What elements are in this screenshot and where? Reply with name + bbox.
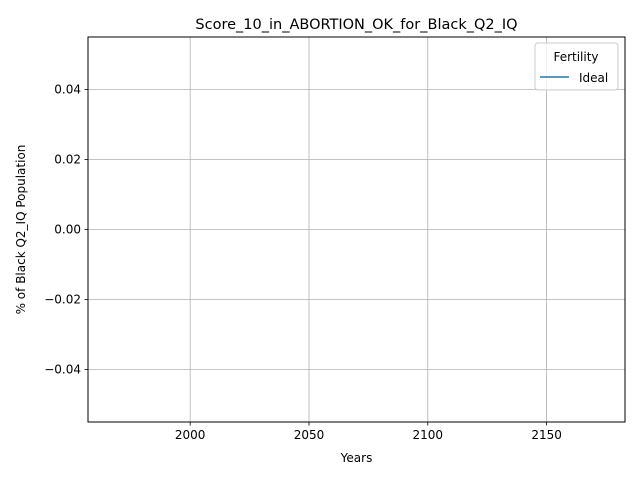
y-tick-label: 0.04 [54,83,81,97]
x-axis-label: Years [340,451,373,465]
y-tick-label: 0.00 [54,223,81,237]
legend-title: Fertility [553,50,598,64]
chart-title: Score_10_in_ABORTION_OK_for_Black_Q2_IQ [195,17,517,33]
y-tick-label: 0.02 [54,153,81,167]
x-tick-label: 2100 [413,428,444,442]
x-tick-label: 2000 [175,428,206,442]
legend: Fertility Ideal [535,43,618,90]
y-tick-label: −0.02 [44,293,81,307]
x-tick-label: 2050 [294,428,325,442]
x-tick-label: 2150 [531,428,562,442]
legend-entry-ideal: Ideal [579,71,608,85]
y-tick-label: −0.04 [44,363,81,377]
y-axis-label: % of Black Q2_IQ Population [14,145,28,315]
